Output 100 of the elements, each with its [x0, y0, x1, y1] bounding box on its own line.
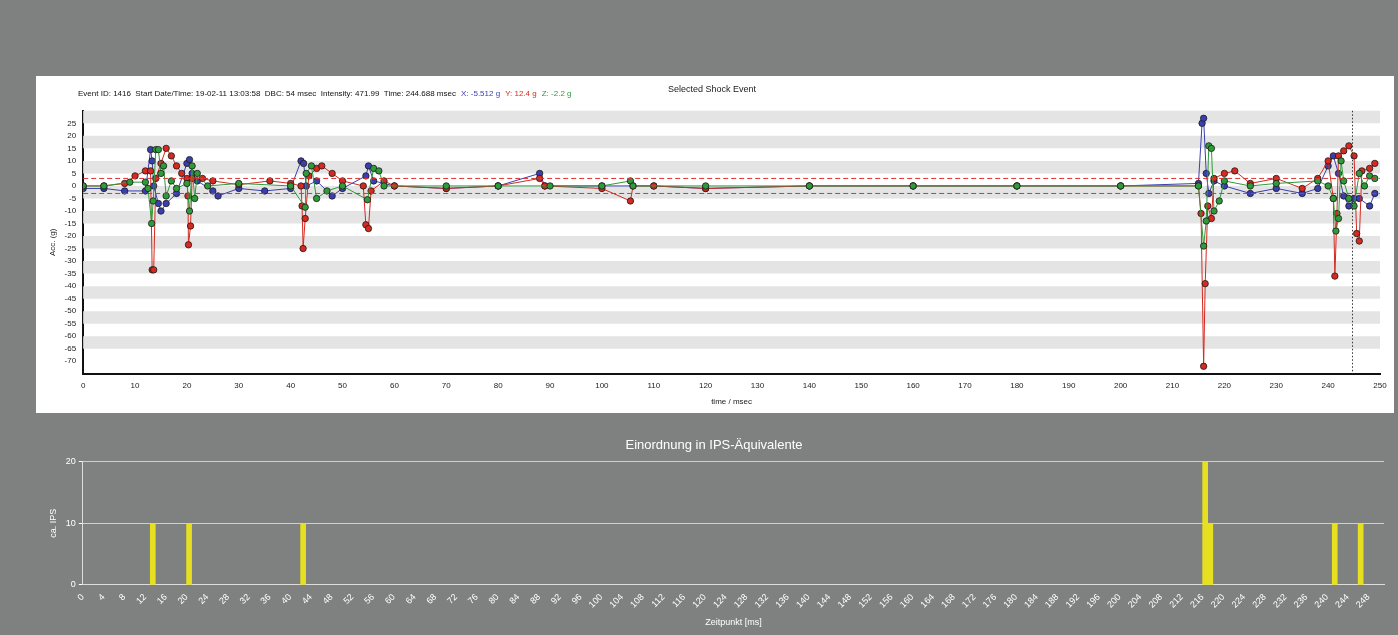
y-tick-label: -30: [64, 256, 77, 266]
y-tick-label: -5: [69, 193, 77, 203]
x-tick-label: 164: [918, 591, 937, 610]
x-tick-label: 48: [320, 591, 335, 607]
x-tick-label: 160: [906, 380, 921, 390]
x-tick-label: 152: [856, 591, 874, 610]
x-tick-label: 250: [1373, 380, 1388, 390]
x-axis-title: Zeitpunkt [ms]: [705, 617, 762, 628]
x-tick-label: 44: [299, 591, 315, 607]
x-tick-label: 84: [507, 591, 522, 607]
x-tick-label: 176: [980, 591, 999, 610]
x-tick-label: 236: [1291, 591, 1310, 610]
x-tick-label: 116: [670, 591, 688, 610]
x-tick-label: 100: [595, 380, 610, 390]
x-tick-label: 204: [1125, 591, 1144, 610]
x-tick-label: 88: [528, 591, 543, 607]
x-tick-label: 108: [628, 591, 646, 610]
x-tick-label: 130: [750, 380, 765, 390]
x-tick-label: 228: [1250, 591, 1268, 610]
y-tick-label: 10: [65, 517, 76, 528]
x-tick-label: 230: [1269, 380, 1284, 390]
x-tick-label: 224: [1229, 591, 1248, 610]
x-tick-label: 180: [1010, 380, 1025, 390]
x-tick-label: 168: [939, 591, 957, 610]
x-tick-label: 132: [752, 591, 771, 610]
x-tick-label: 190: [1062, 380, 1076, 390]
y-tick-label: -10: [64, 206, 77, 216]
x-tick-label: 68: [424, 591, 439, 607]
y-tick-label: 15: [67, 143, 77, 153]
x-tick-label: 28: [216, 591, 232, 607]
x-tick-label: 212: [1167, 591, 1185, 610]
x-tick-label: 20: [175, 591, 190, 607]
x-tick-label: 96: [569, 591, 584, 607]
y-tick-label: -20: [64, 231, 77, 241]
y-tick-label: -35: [64, 268, 77, 278]
x-tick-label: 10: [130, 380, 141, 390]
x-tick-label: 40: [286, 380, 296, 390]
x-tick-label: 244: [1333, 591, 1351, 610]
x-tick-label: 12: [134, 591, 149, 607]
chart-title: Einordnung in IPS-Äquivalente: [625, 437, 803, 453]
x-tick-label: 24: [196, 591, 211, 607]
x-tick-label: 160: [897, 591, 916, 610]
x-tick-label: 170: [958, 380, 973, 390]
x-tick-label: 112: [649, 591, 667, 610]
x-tick-label: 4: [96, 591, 107, 603]
x-tick-label: 92: [548, 591, 563, 607]
y-tick-label: 10: [67, 156, 77, 166]
x-tick-label: 200: [1113, 380, 1128, 390]
x-tick-label: 156: [876, 591, 895, 610]
x-tick-label: 20: [182, 380, 192, 390]
y-tick-label: -70: [64, 356, 77, 366]
text: X: -5.512 g: [460, 89, 501, 98]
y-tick-label: 5: [71, 168, 77, 178]
y-tick-label: -55: [64, 318, 77, 328]
x-tick-label: 60: [389, 380, 400, 390]
x-tick-label: 200: [1105, 591, 1123, 610]
text: Z: -2.2 g: [541, 89, 572, 98]
text: Event ID: 1416 Start Date/Time: 19-02-11 13:03:58 DBC: 54 msec Intensity: 471.99 Time: 244.688 msec: [78, 89, 456, 98]
y-tick-label: 0: [70, 579, 76, 590]
x-tick-label: 50: [338, 380, 348, 390]
x-tick-label: 32: [237, 591, 252, 607]
y-tick-label: -15: [64, 218, 77, 228]
x-tick-label: 220: [1208, 591, 1227, 610]
x-tick-label: 196: [1084, 591, 1103, 610]
x-tick-label: 192: [1063, 591, 1082, 610]
x-tick-label: 144: [814, 591, 833, 610]
y-tick-label: -50: [64, 306, 77, 316]
x-tick-label: 184: [1022, 591, 1040, 610]
x-tick-label: 248: [1353, 591, 1372, 610]
y-tick-label: -60: [64, 331, 77, 341]
x-tick-label: 100: [586, 591, 605, 610]
x-tick-label: 124: [711, 591, 729, 610]
y-tick-label: 20: [67, 131, 77, 141]
x-tick-label: 56: [362, 591, 377, 607]
x-tick-label: 104: [607, 591, 626, 610]
x-axis-title: time / msec: [711, 397, 753, 407]
x-tick-label: 180: [1001, 591, 1020, 610]
y-axis-title: ca. IPS: [47, 508, 58, 538]
x-tick-label: 72: [445, 591, 460, 607]
x-tick-label: 216: [1188, 591, 1206, 610]
x-tick-label: 120: [698, 380, 713, 390]
x-tick-label: 80: [486, 591, 501, 607]
y-tick-label: -40: [64, 281, 77, 291]
x-tick-label: 148: [835, 591, 854, 610]
x-tick-label: 36: [258, 591, 273, 607]
x-tick-label: 30: [234, 380, 244, 390]
x-tick-label: 220: [1217, 380, 1232, 390]
y-tick-label: -25: [64, 243, 77, 253]
x-tick-label: 140: [794, 591, 812, 610]
x-tick-label: 52: [341, 591, 356, 607]
x-tick-label: 16: [154, 591, 169, 607]
y-tick-label: 25: [67, 118, 77, 128]
x-tick-label: 150: [854, 380, 869, 390]
x-tick-label: 240: [1312, 591, 1331, 610]
x-tick-label: 40: [279, 591, 294, 607]
text: Y: 12.4 g: [505, 89, 537, 98]
x-tick-label: 120: [690, 591, 709, 610]
x-tick-label: 0: [80, 380, 86, 390]
x-tick-label: 188: [1042, 591, 1061, 610]
x-tick-label: 210: [1165, 380, 1180, 390]
